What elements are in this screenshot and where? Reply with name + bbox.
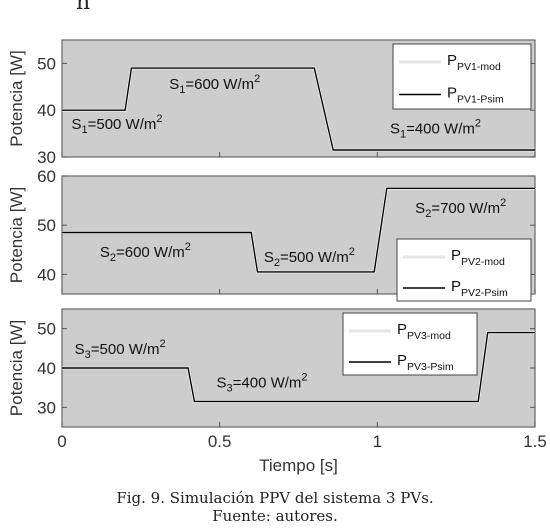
legend-entry: PPV2-Psim (451, 278, 508, 299)
legend-box (342, 312, 478, 376)
y-tick-label: 40 (37, 265, 56, 284)
legend: PPV2-mod PPV2-Psim (396, 238, 532, 302)
irradiance-annotation: S1=600 W/m2 (169, 73, 260, 96)
y-tick-label: 40 (37, 101, 56, 120)
legend-box (396, 238, 532, 302)
y-tick-label: 40 (37, 359, 56, 378)
x-tick-label: 0.5 (208, 432, 232, 451)
legend: PPV1-mod PPV1-Psim (392, 43, 532, 110)
legend-entry: PPV1-mod (447, 52, 501, 73)
y-axis-label: Potencia [W] (7, 187, 26, 283)
x-tick-label: 1.5 (523, 432, 547, 451)
legend-entry: PPV1-Psim (447, 85, 504, 106)
y-tick-label: 50 (37, 320, 56, 339)
irradiance-annotation: S2=500 W/m2 (264, 246, 355, 269)
y-axis-label: Potencia [W] (7, 320, 26, 416)
x-axis-label: Tiempo [s] (259, 456, 338, 475)
y-tick-label: 50 (37, 216, 56, 235)
top-partial-text: n (76, 0, 91, 15)
legend: PPV3-mod PPV3-Psim (342, 312, 478, 376)
legend-entry: PPV2-mod (451, 247, 505, 268)
series-line-2 (62, 331, 535, 403)
irradiance-annotation: S3=400 W/m2 (217, 372, 308, 395)
irradiance-annotation: S3=500 W/m2 (75, 338, 166, 361)
x-tick-label: 0 (57, 432, 66, 451)
y-tick-label: 30 (37, 148, 56, 167)
irradiance-annotation: S1=500 W/m2 (71, 113, 162, 136)
series-line-2 (62, 187, 535, 273)
legend-box (392, 43, 532, 110)
irradiance-annotation: S2=700 W/m2 (415, 197, 506, 220)
irradiance-annotation: S1=400 W/m2 (390, 118, 481, 141)
figure-caption: Fig. 9. Simulación PPV del sistema 3 PVs… (116, 489, 434, 507)
y-tick-label: 30 (37, 398, 56, 417)
irradiance-annotation: S2=600 W/m2 (100, 241, 191, 264)
series-line-2 (62, 67, 535, 151)
legend-entry: PPV3-mod (397, 321, 451, 342)
figure-source: Fuente: autores. (212, 507, 338, 525)
panel-1: 30 40 50 Potencia [W] S1=500 W/m2 S1=600 W/m2… (7, 39, 536, 167)
panel-2: 40 50 60 Potencia [W] S2=600 W/m2 S2=500 W/m2… (7, 167, 536, 302)
panel-3: 30 40 50 0 0.5 1 1.5 Potencia [W] Tiempo [s] S3=5… (7, 308, 547, 475)
legend-entry: PPV3-Psim (397, 352, 454, 373)
x-tick-label: 1 (373, 432, 382, 451)
y-tick-label: 50 (37, 54, 56, 73)
y-axis-label: Potencia [W] (7, 50, 26, 146)
y-tick-label: 60 (37, 167, 56, 186)
